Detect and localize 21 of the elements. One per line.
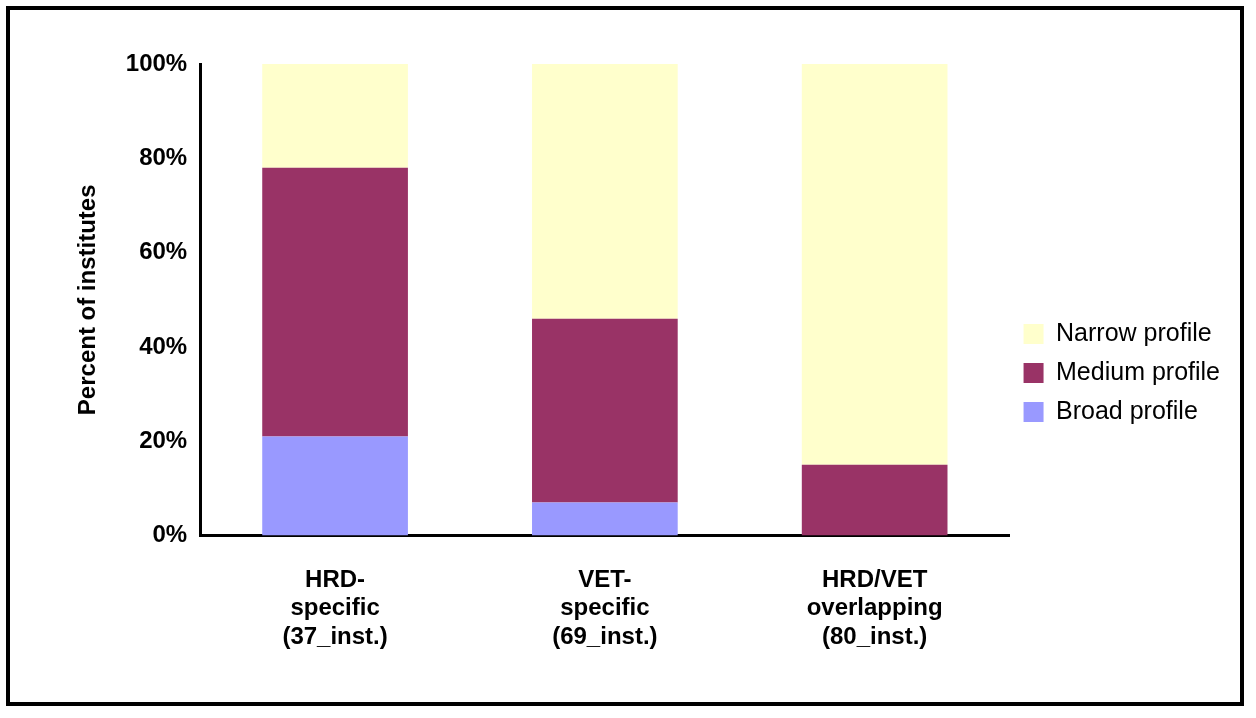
bar xyxy=(532,318,678,503)
bar xyxy=(801,64,948,465)
bar xyxy=(532,502,678,536)
bar xyxy=(262,167,408,437)
legend-label: Medium profile xyxy=(1056,356,1220,385)
bar xyxy=(801,464,948,536)
y-axis-title: Percent of institutes xyxy=(73,184,101,416)
x-tick-label: VET- specific (69_inst.) xyxy=(552,564,658,650)
x-tick-label: HRD/VET overlapping (80_inst.) xyxy=(806,564,943,650)
legend-label: Narrow profile xyxy=(1056,317,1212,346)
y-tick-label: 0% xyxy=(152,520,188,548)
legend-label: Broad profile xyxy=(1056,395,1198,424)
bar xyxy=(262,436,408,536)
y-tick-label: 60% xyxy=(139,237,188,265)
y-tick-label: 20% xyxy=(139,425,188,453)
y-tick-label: 100% xyxy=(125,48,188,76)
y-tick-label: 40% xyxy=(139,331,188,359)
bar xyxy=(262,64,408,168)
y-tick-label: 80% xyxy=(139,142,188,170)
bar xyxy=(532,64,678,319)
x-tick-label: HRD- specific (37_inst.) xyxy=(282,564,388,650)
